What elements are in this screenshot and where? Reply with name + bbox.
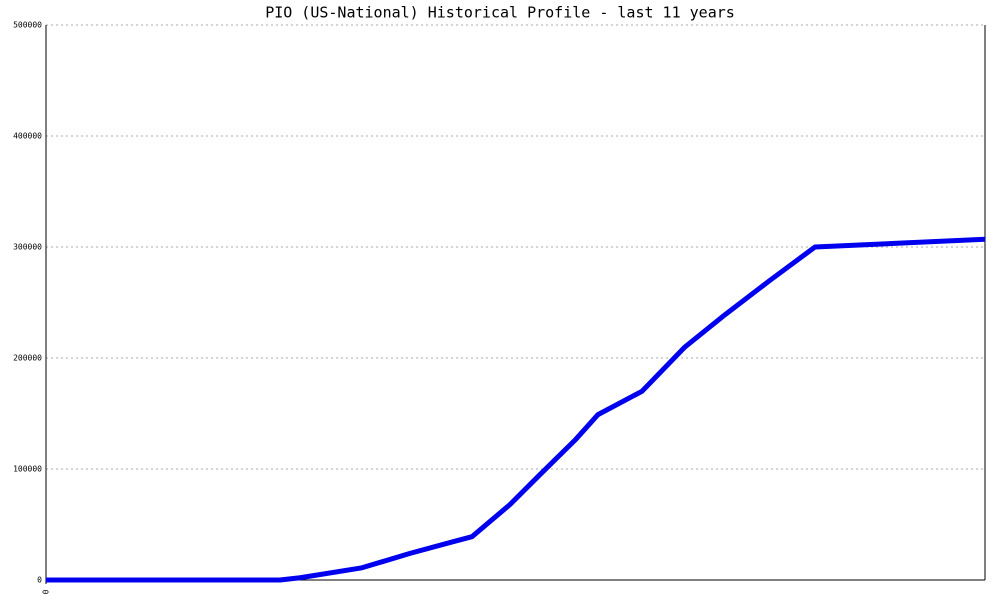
y-tick-label: 100000	[13, 465, 42, 474]
y-tick-label: 500000	[13, 21, 42, 30]
y-tick-label: 200000	[13, 354, 42, 363]
x-tick-label: 0	[42, 589, 51, 594]
y-tick-label: 300000	[13, 243, 42, 252]
y-tick-label: 400000	[13, 132, 42, 141]
data-line	[46, 236, 986, 583]
y-tick-label: 0	[37, 576, 42, 585]
chart-title: PIO (US-National) Historical Profile - l…	[265, 4, 735, 22]
